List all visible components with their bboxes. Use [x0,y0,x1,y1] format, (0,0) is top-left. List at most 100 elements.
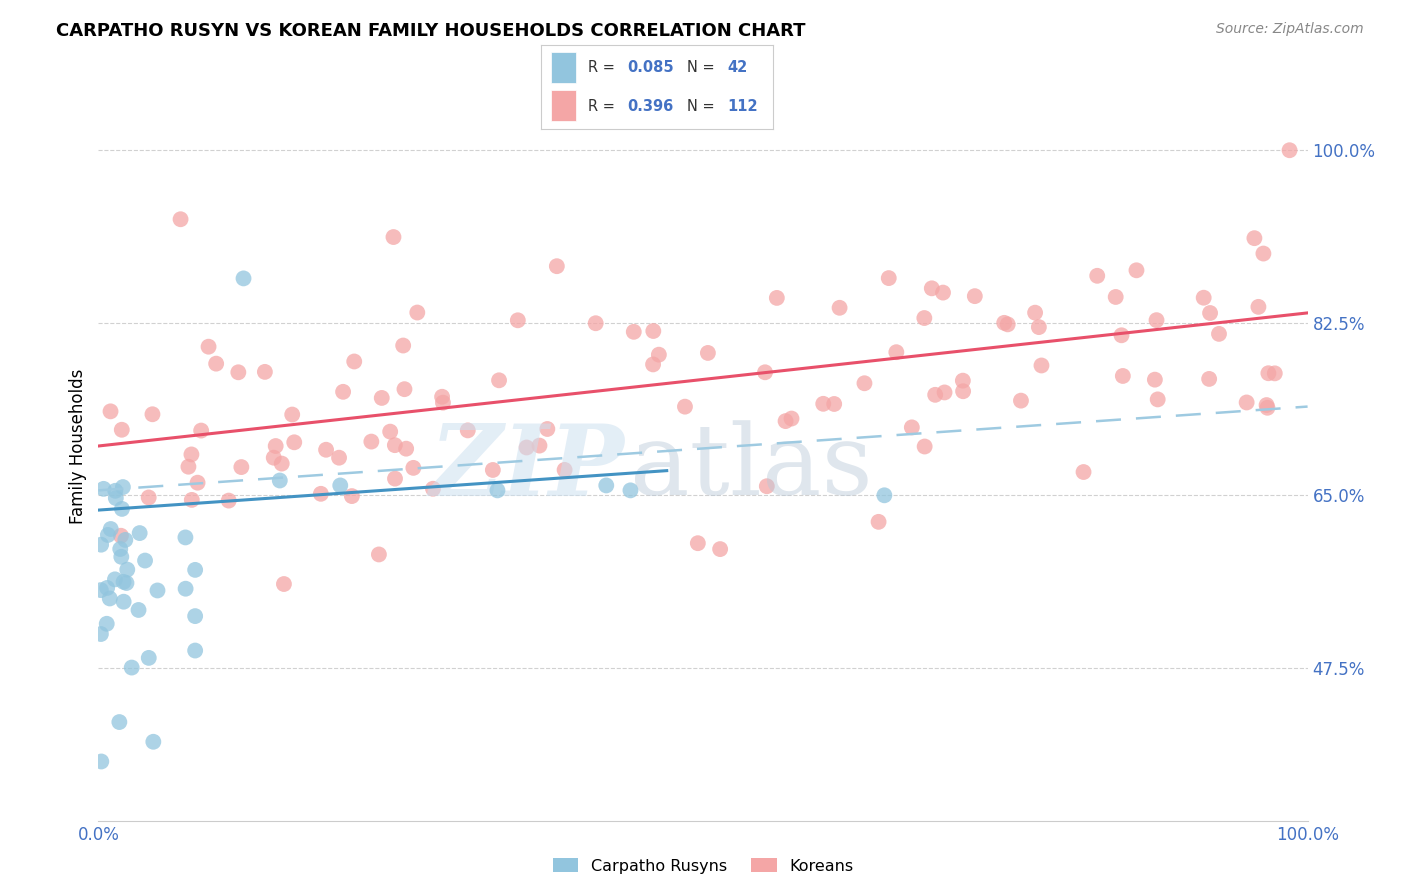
Point [1031,359,1053,373]
Point [98,591,121,606]
Point [1199,306,1222,320]
Point [554,463,576,477]
Point [112,574,135,589]
Point [1146,313,1168,327]
Point [174,582,197,596]
Point [952,374,974,388]
Point [641,358,664,372]
Point [402,461,425,475]
Point [360,434,382,449]
Point [901,420,924,434]
Point [111,480,134,494]
Point [1256,398,1278,412]
Point [1236,395,1258,409]
Point [340,489,363,503]
Point [90,583,112,598]
Point [754,365,776,379]
Point [100,404,122,418]
Point [184,609,207,624]
Point [384,472,406,486]
FancyBboxPatch shape [551,90,576,120]
Point [877,271,900,285]
Point [184,643,207,657]
Point [823,397,845,411]
Point [775,414,797,428]
Point [283,435,305,450]
Point [952,384,974,399]
Point [110,529,132,543]
Point [96,616,118,631]
Text: R =: R = [588,99,619,114]
Point [169,212,191,227]
Point [529,439,551,453]
Point [914,440,936,454]
Y-axis label: Family Households: Family Households [69,368,87,524]
Point [1257,366,1279,380]
Point [263,450,285,465]
Text: N =: N = [688,60,720,75]
Point [97,528,120,542]
Point [253,365,276,379]
FancyBboxPatch shape [551,53,576,83]
Point [1010,393,1032,408]
Point [128,526,150,541]
Point [924,388,946,402]
Point [482,463,505,477]
Point [432,395,454,409]
Point [273,577,295,591]
Text: R =: R = [588,60,619,75]
Point [180,447,202,461]
Point [228,365,250,379]
Point [184,563,207,577]
Point [406,305,429,319]
Point [190,424,212,438]
Point [121,660,143,674]
Point [1256,401,1278,415]
Point [231,460,253,475]
Point [1125,263,1147,277]
Point [392,338,415,352]
Point [367,548,389,562]
Point [993,316,1015,330]
Point [232,271,254,285]
Point [112,595,135,609]
Point [93,482,115,496]
Point [138,491,160,505]
Point [90,538,112,552]
Point [430,390,453,404]
Point [932,285,955,300]
Point [546,259,568,273]
Point [755,479,778,493]
Point [270,457,292,471]
Point [886,345,908,359]
Point [648,348,671,362]
Point [1208,326,1230,341]
Point [813,397,835,411]
Point [673,400,696,414]
Text: CARPATHO RUSYN VS KOREAN FAMILY HOUSEHOLDS CORRELATION CHART: CARPATHO RUSYN VS KOREAN FAMILY HOUSEHOL… [56,22,806,40]
Point [457,423,479,437]
Point [332,384,354,399]
Point [384,438,406,452]
Point [269,474,291,488]
Point [114,533,136,547]
Point [1264,367,1286,381]
Point [963,289,986,303]
Point [180,492,202,507]
Point [90,755,112,769]
Point [643,324,665,338]
Point [686,536,709,550]
Point [853,376,876,391]
Point [595,478,617,492]
Text: ZIP: ZIP [429,420,624,516]
Text: 0.085: 0.085 [627,60,673,75]
Point [128,603,150,617]
Point [1105,290,1128,304]
Point [205,357,228,371]
Point [709,542,731,557]
Point [912,311,935,326]
Point [142,735,165,749]
Point [104,572,127,586]
Point [1143,373,1166,387]
Point [197,340,219,354]
